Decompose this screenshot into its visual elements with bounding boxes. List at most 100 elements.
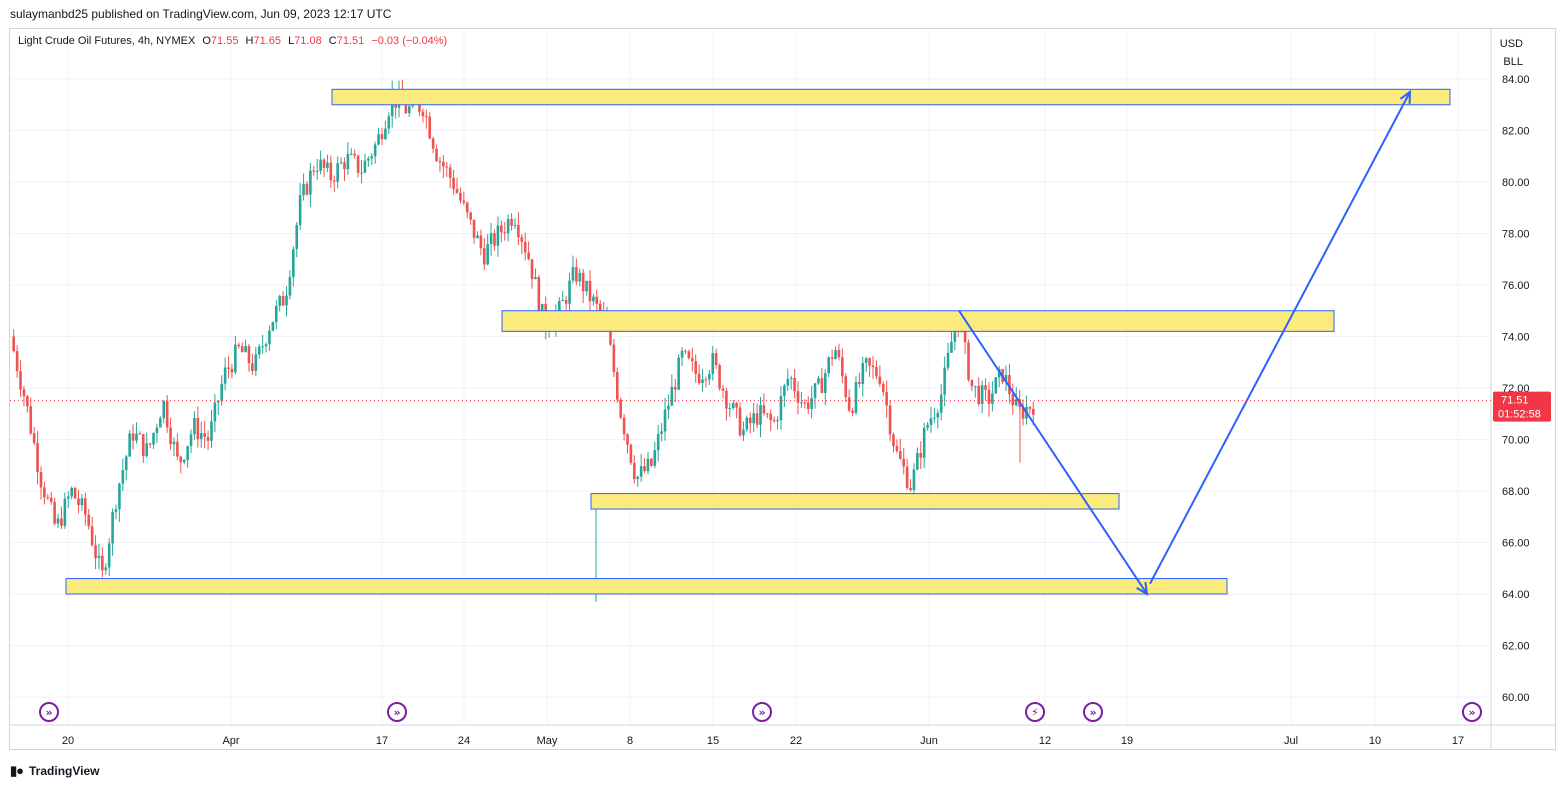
unit-label: BLL: [1503, 56, 1523, 68]
candle-body: [302, 183, 305, 196]
candle-body: [841, 357, 844, 377]
candle-body: [288, 277, 292, 296]
candle-body: [718, 365, 721, 389]
candle-body: [329, 162, 333, 181]
candle-body: [111, 511, 114, 544]
candle-body: [588, 280, 592, 302]
candle-body: [298, 195, 302, 226]
candle-body: [909, 487, 912, 491]
candle-body: [701, 379, 704, 384]
candle-body: [612, 344, 616, 373]
candle-body: [704, 379, 708, 381]
candle-body: [186, 446, 189, 460]
candle-body: [813, 383, 817, 399]
candle-body: [615, 372, 619, 400]
price-tick-label: 60.00: [1502, 692, 1530, 704]
candle-body: [118, 483, 121, 510]
candle-body: [373, 144, 377, 157]
candle-body: [32, 433, 36, 443]
candle-body: [431, 138, 435, 149]
zones: [65, 88, 1451, 595]
candle-body: [663, 409, 667, 432]
candle-body: [367, 158, 370, 161]
candle-body: [217, 400, 220, 403]
candle-body: [598, 303, 602, 313]
candle-body: [77, 498, 80, 506]
candle-body: [189, 434, 193, 447]
time-tick-label: 8: [627, 735, 633, 747]
time-tick-label: 12: [1039, 735, 1051, 747]
candle-body: [660, 431, 663, 435]
candle-body: [336, 163, 339, 182]
candle-body: [220, 383, 224, 401]
candle-body: [506, 218, 510, 234]
candle-body: [980, 385, 984, 404]
time-tick-label: 22: [790, 735, 802, 747]
last-price-badge: [1493, 391, 1551, 422]
candle-body: [237, 344, 241, 347]
candle-body: [752, 413, 755, 424]
candle-body: [469, 212, 472, 220]
candle-body: [114, 509, 118, 512]
candle-body: [540, 303, 544, 312]
candle-body: [776, 420, 779, 422]
candle-body: [496, 225, 500, 246]
candle-body: [128, 433, 131, 457]
candle-body: [721, 388, 725, 391]
candle-body: [489, 233, 493, 244]
candle-body: [922, 427, 926, 458]
candle-body: [653, 450, 657, 466]
low-label: L: [288, 35, 295, 47]
candle-body: [735, 402, 738, 408]
candle-body: [43, 487, 46, 498]
support-resistance-zone: [65, 578, 1228, 595]
candle-body: [353, 153, 357, 156]
time-tick-label: 24: [458, 735, 470, 747]
candle-body: [138, 433, 142, 435]
candle-body: [452, 177, 455, 189]
candle-body: [278, 296, 281, 307]
candle-body: [36, 442, 39, 473]
candle-body: [465, 202, 469, 213]
candle-body: [537, 277, 541, 312]
candle-body: [912, 469, 916, 491]
candle-body: [592, 296, 595, 302]
candle-body: [257, 346, 261, 355]
candle-body: [967, 342, 970, 380]
candle-body: [820, 378, 824, 393]
candle-body: [667, 405, 670, 410]
open-label: O: [202, 35, 211, 47]
candle-body: [73, 487, 77, 499]
candle-body: [503, 232, 507, 234]
candle-body: [974, 386, 977, 388]
candle-body: [104, 567, 108, 571]
earnings-icon: [1025, 702, 1045, 722]
candle-body: [159, 418, 162, 428]
price-tick-label: 76.00: [1502, 280, 1530, 292]
candle-body: [271, 321, 275, 331]
candle-body: [902, 458, 906, 467]
candle-body: [564, 299, 568, 304]
candle-body: [26, 396, 29, 407]
candle-body: [899, 450, 902, 459]
candle-body: [585, 280, 588, 292]
candle-body: [626, 434, 629, 445]
candle-body: [203, 433, 206, 437]
candle-body: [493, 233, 496, 246]
low-value: 71.08: [294, 35, 322, 47]
candle-body: [251, 363, 254, 372]
candle-body: [22, 389, 26, 397]
candle-body: [148, 443, 152, 445]
candle-body: [500, 225, 503, 233]
candle-body: [847, 397, 851, 411]
candle-body: [39, 472, 43, 488]
candle-body: [1014, 399, 1018, 406]
footer-brand[interactable]: ▮● TradingView: [10, 763, 99, 779]
candle-body: [619, 399, 622, 418]
candle-body: [796, 391, 800, 403]
candle-body: [575, 267, 578, 282]
candle-body: [994, 377, 998, 394]
candle-body: [527, 252, 530, 260]
candle-body: [800, 402, 803, 404]
